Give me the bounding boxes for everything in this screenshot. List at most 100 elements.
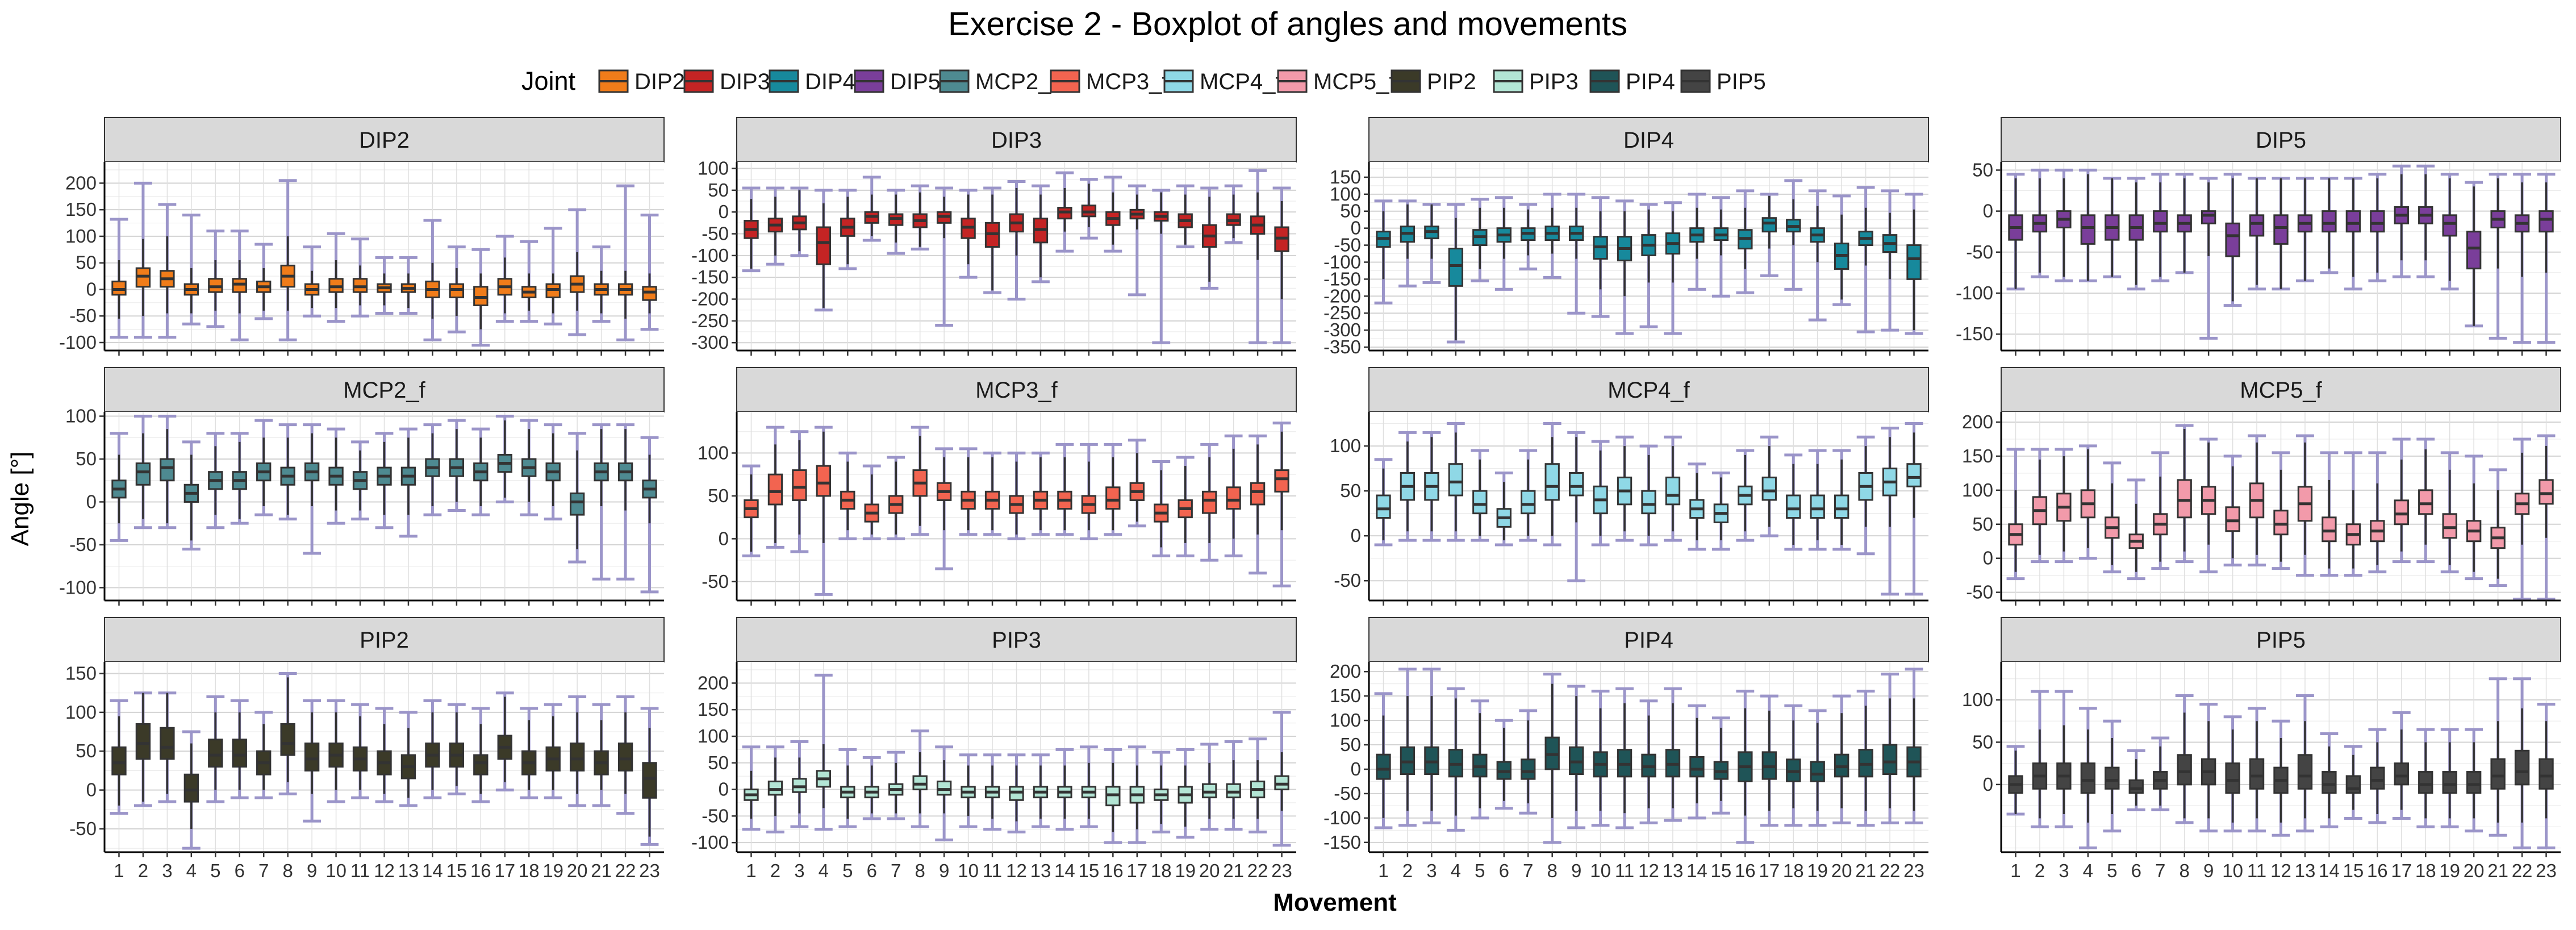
iqr-box — [1521, 758, 1536, 780]
box-movement-2 — [2031, 448, 2049, 564]
x-tick-label: 6 — [235, 860, 245, 881]
box-movement-11 — [2248, 434, 2266, 567]
x-tick-label: 6 — [1499, 860, 1509, 881]
box-movement-5 — [2103, 461, 2122, 574]
box-movement-3 — [2055, 168, 2073, 282]
legend-item-mcp2-f: MCP2_f — [939, 69, 1058, 94]
y-tick-label: -100 — [1324, 807, 1361, 828]
y-tick-label: -50 — [1966, 241, 1993, 262]
iqr-box — [2442, 771, 2457, 794]
box-movement-11 — [983, 451, 1001, 536]
box-movement-5 — [206, 695, 225, 803]
legend-label: DIP3 — [720, 69, 770, 94]
box-movement-19 — [2440, 728, 2459, 828]
y-axis-title: Angle [°] — [6, 452, 34, 547]
box-movement-6 — [2127, 749, 2145, 812]
x-tick-label: 14 — [422, 860, 443, 881]
facet-strip-label: PIP5 — [2256, 628, 2306, 653]
box-movement-13 — [1664, 435, 1682, 542]
y-tick-label: 150 — [698, 699, 729, 720]
panel-dip5: DIP5 -150 -100 -50 0 50 — [1956, 117, 2561, 356]
y-tick-label: -50 — [1966, 582, 1993, 603]
box-movement-10 — [2223, 715, 2242, 833]
box-movement-1 — [110, 218, 128, 339]
x-tick-label: 8 — [1547, 860, 1557, 881]
box-movement-7 — [887, 750, 905, 820]
x-tick-label: 7 — [891, 860, 901, 881]
box-movement-7 — [254, 243, 273, 320]
y-tick-label: 150 — [1330, 166, 1361, 187]
box-movement-13 — [399, 427, 417, 538]
box-movement-8 — [911, 426, 929, 536]
box-movement-11 — [983, 753, 1001, 831]
box-movement-6 — [230, 432, 249, 525]
box-movement-1 — [2006, 448, 2025, 581]
iqr-box — [569, 743, 585, 771]
box-movement-4 — [2078, 168, 2097, 282]
x-tick-label: 19 — [1807, 860, 1828, 881]
iqr-box — [2514, 749, 2530, 786]
box-movement-8 — [2175, 694, 2194, 824]
facet-strip — [104, 367, 665, 412]
box-movement-22 — [1881, 426, 1899, 596]
box-movement-1 — [1374, 199, 1393, 305]
iqr-box — [2418, 489, 2433, 515]
box-movement-13 — [1032, 184, 1050, 283]
box-movement-8 — [278, 672, 297, 795]
iqr-box — [569, 492, 585, 516]
box-movement-16 — [471, 248, 490, 347]
box-movement-18 — [2416, 164, 2435, 278]
box-movement-8 — [1543, 672, 1562, 844]
y-tick-label: 50 — [76, 740, 97, 761]
box-movement-12 — [375, 432, 394, 529]
facet-strip — [1368, 117, 1929, 162]
y-tick-label: 50 — [1972, 514, 1993, 535]
x-tick-label: 10 — [958, 860, 979, 881]
box-movement-20 — [1200, 186, 1219, 290]
y-tick-label: -200 — [1324, 285, 1361, 306]
box-movement-6 — [230, 230, 249, 341]
x-tick-label: 21 — [2487, 860, 2508, 881]
x-axis-ticks — [118, 600, 650, 606]
x-tick-label: 15 — [2343, 860, 2364, 881]
y-axis-ticks: -50 0 50 100 150 — [65, 663, 105, 839]
x-tick-label: 17 — [2391, 860, 2412, 881]
x-axis-ticks — [1383, 351, 1915, 356]
box-movement-23 — [2537, 173, 2556, 344]
box-movement-22 — [2513, 437, 2531, 601]
box-movement-5 — [206, 230, 225, 328]
box-movement-14 — [1688, 704, 1706, 820]
y-tick-label: -50 — [69, 818, 97, 839]
box-movement-8 — [278, 179, 297, 341]
iqr-box — [1761, 476, 1777, 501]
box-movement-15 — [1079, 178, 1098, 240]
box-movement-20 — [1832, 449, 1851, 551]
iqr-box — [2539, 210, 2554, 233]
boxes — [742, 422, 1291, 596]
x-tick-label: 22 — [1247, 860, 1268, 881]
y-tick-label: -50 — [702, 571, 729, 592]
box-movement-23 — [640, 707, 659, 846]
box-movement-18 — [1152, 460, 1171, 558]
x-tick-label: 9 — [1571, 860, 1581, 881]
y-tick-label: 0 — [719, 201, 729, 222]
box-movement-21 — [1224, 434, 1243, 558]
x-tick-label: 19 — [2439, 860, 2460, 881]
iqr-box — [2080, 214, 2096, 245]
box-movement-10 — [327, 699, 345, 803]
iqr-box — [183, 773, 199, 803]
box-movement-16 — [471, 427, 490, 516]
box-movement-19 — [544, 703, 562, 799]
box-movement-2 — [766, 186, 784, 266]
legend-item-mcp5-f: MCP5_f — [1277, 69, 1396, 94]
facet-strip-label: DIP3 — [991, 128, 1042, 153]
box-movement-10 — [959, 447, 978, 536]
box-movement-10 — [1591, 196, 1610, 318]
x-tick-label: 7 — [258, 860, 269, 881]
y-tick-label: -50 — [702, 223, 729, 244]
iqr-box — [2394, 762, 2409, 786]
box-movement-2 — [1398, 431, 1417, 542]
iqr-box — [208, 739, 223, 768]
box-movement-23 — [1272, 186, 1291, 344]
facet-strip-label: PIP4 — [1624, 628, 1673, 653]
